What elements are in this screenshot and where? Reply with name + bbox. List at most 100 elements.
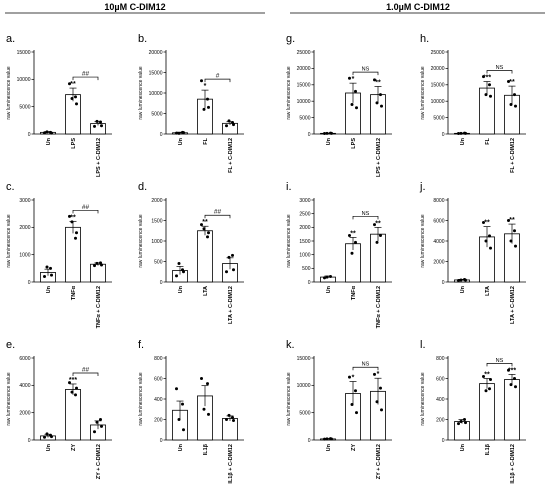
data-point <box>181 402 184 406</box>
y-tick-label: 10000 <box>17 77 31 83</box>
y-tick-label: 200 <box>154 417 163 423</box>
data-point <box>200 79 203 83</box>
data-point <box>375 400 379 404</box>
data-point <box>488 83 491 87</box>
data-point <box>177 262 181 266</box>
data-point <box>354 240 357 244</box>
category-label: FL <box>485 137 491 144</box>
data-point <box>75 102 78 106</box>
data-point <box>100 424 103 428</box>
data-point <box>509 102 513 106</box>
category-label: LPS <box>71 138 77 149</box>
data-point <box>507 80 510 84</box>
data-point <box>75 231 78 235</box>
significance-stars: *** <box>483 75 491 82</box>
y-axis-label: raw luminescence value <box>6 66 12 120</box>
category-label: Un <box>46 137 52 145</box>
y-tick-label: 10000 <box>297 383 311 389</box>
category-label: IL1β <box>203 443 209 455</box>
significance-stars: ** <box>375 79 381 86</box>
data-point <box>350 251 354 255</box>
y-tick-label: 2000 <box>433 259 444 265</box>
data-point <box>182 270 185 274</box>
data-point <box>100 263 103 267</box>
data-point <box>325 131 329 135</box>
comparison-label: NS <box>362 211 370 217</box>
category-label: LTA + C-DIM12 <box>228 286 234 324</box>
data-point <box>355 411 358 415</box>
data-point <box>329 275 332 279</box>
y-tick-label: 15000 <box>149 70 163 76</box>
panel-label: b. <box>138 33 147 45</box>
y-tick-label: 800 <box>154 356 163 362</box>
bar <box>222 418 238 441</box>
data-point <box>95 261 99 265</box>
category-label: ZY + C-DIM12 <box>376 444 382 479</box>
y-tick-label: 25000 <box>297 50 311 56</box>
data-point <box>206 97 209 101</box>
data-point <box>206 235 209 239</box>
y-tick-label: 0 <box>442 438 445 444</box>
y-tick-label: 500 <box>302 266 311 272</box>
y-tick-label: 0 <box>160 280 163 286</box>
category-label: LTA <box>203 286 209 296</box>
significance-stars: * <box>352 76 355 83</box>
data-point <box>202 227 206 231</box>
data-point <box>232 123 235 127</box>
y-tick-label: 1000 <box>19 252 30 258</box>
category-label: IL1β + C-DIM12 <box>510 444 516 484</box>
y-axis-label: raw luminescence value <box>420 214 426 268</box>
data-point <box>43 275 46 279</box>
y-axis-label: raw luminescence value <box>6 372 12 426</box>
data-point <box>489 246 492 250</box>
data-point <box>50 131 53 135</box>
bar <box>479 383 495 441</box>
data-point <box>232 419 235 423</box>
comparison-bracket <box>352 71 379 76</box>
y-axis-label: raw luminescence value <box>420 66 426 120</box>
y-tick-label: 4000 <box>19 383 30 389</box>
category-label: Un <box>178 137 184 145</box>
y-tick-label: 15000 <box>17 50 31 56</box>
data-point <box>227 413 231 417</box>
data-point <box>373 372 376 376</box>
significance-stars: ** <box>70 214 76 221</box>
y-tick-label: 0 <box>442 132 445 138</box>
panel-label: j. <box>419 181 426 193</box>
data-point <box>375 240 379 244</box>
panel-i: i. raw luminescence value 0 500 1000 1500 2000… <box>286 181 392 328</box>
panel-l: l. raw luminescence value 0 200 400 600 800 Un *… <box>420 339 526 484</box>
data-point <box>513 93 516 97</box>
y-axis-label: raw luminescence value <box>138 66 144 120</box>
y-tick-label: 20000 <box>297 66 311 72</box>
y-tick-label: 3000 <box>19 198 30 204</box>
comparison-bracket <box>72 372 99 376</box>
data-point <box>354 89 357 93</box>
category-label: FL + C-DIM12 <box>228 138 234 173</box>
data-point <box>99 418 102 421</box>
data-point <box>482 374 485 378</box>
y-tick-label: 15000 <box>297 83 311 89</box>
data-point <box>482 75 485 79</box>
significance-stars: *** <box>69 377 77 384</box>
y-tick-label: 2000 <box>19 225 30 231</box>
data-point <box>68 214 71 218</box>
data-point <box>225 418 228 421</box>
significance-stars: * <box>377 371 380 378</box>
data-point <box>459 131 463 135</box>
data-point <box>45 130 49 134</box>
data-point <box>49 266 52 270</box>
data-point <box>323 276 326 280</box>
y-tick-label: 200 <box>436 417 445 423</box>
data-point <box>457 422 460 426</box>
panel-label: f. <box>138 339 144 351</box>
data-point <box>70 220 74 224</box>
data-point <box>509 383 513 387</box>
data-point <box>325 275 329 279</box>
category-label: LPS + C-DIM12 <box>96 138 102 177</box>
y-tick-label: 0 <box>28 438 31 444</box>
y-tick-label: 15000 <box>297 356 311 362</box>
data-point <box>507 219 510 222</box>
comparison-bracket <box>72 209 99 214</box>
y-tick-label: 2500 <box>299 211 310 217</box>
